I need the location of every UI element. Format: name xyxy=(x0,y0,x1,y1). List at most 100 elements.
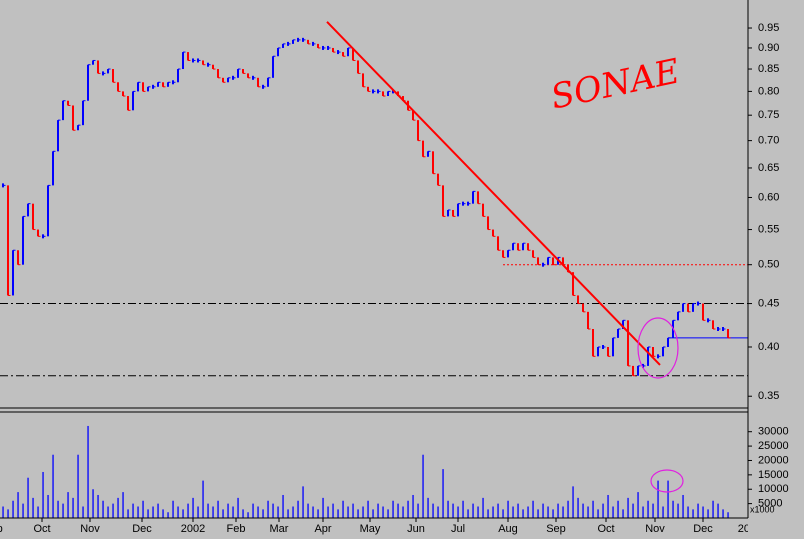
volume-bar xyxy=(72,497,74,518)
volume-bar xyxy=(477,506,479,518)
volume-bar xyxy=(142,500,144,518)
volume-bar xyxy=(182,509,184,518)
volume-bar xyxy=(47,494,49,518)
volume-bar xyxy=(302,486,304,518)
volume-bar xyxy=(192,497,194,518)
volume-bar xyxy=(712,500,714,518)
volume-bar xyxy=(92,489,94,518)
volume-bar xyxy=(602,503,604,518)
volume-bar xyxy=(137,506,139,518)
volume-bar xyxy=(197,506,199,518)
volume-bar xyxy=(252,503,254,518)
y-axis-unit: x1000 xyxy=(750,504,775,514)
volume-bar xyxy=(87,425,89,518)
volume-bar xyxy=(482,497,484,518)
volume-bar xyxy=(467,509,469,518)
volume-bar xyxy=(377,503,379,518)
volume-bar xyxy=(542,503,544,518)
volume-bar xyxy=(632,503,634,518)
volume-bar xyxy=(442,469,444,518)
x-tick-label: Sep xyxy=(0,523,3,535)
volume-bar xyxy=(97,494,99,518)
volume-bar xyxy=(432,503,434,518)
volume-bar xyxy=(77,454,79,518)
volume-bar xyxy=(697,503,699,518)
volume-bar xyxy=(382,506,384,518)
volume-bar xyxy=(152,506,154,518)
y-tick-label: 0.40 xyxy=(758,341,779,353)
volume-bar xyxy=(417,503,419,518)
volume-bar xyxy=(342,500,344,518)
volume-bar xyxy=(597,509,599,518)
volume-bar xyxy=(412,494,414,518)
volume-bar xyxy=(322,497,324,518)
volume-bar xyxy=(687,506,689,518)
x-tick-label: Nov xyxy=(80,523,100,535)
volume-bar xyxy=(457,506,459,518)
volume-bar xyxy=(547,506,549,518)
axes: 0.35 0.40 0.45 0.50 0.55 0.60 0.65 0.70 0.75 0.80… xyxy=(0,0,789,519)
x-tick-label: Jul xyxy=(451,523,465,535)
volume-bar xyxy=(12,500,14,518)
volume-bar xyxy=(157,503,159,518)
volume-bar xyxy=(217,500,219,518)
y-tick-label: 5000 xyxy=(758,498,782,510)
volume-bar xyxy=(452,503,454,518)
volume-bar xyxy=(702,506,704,518)
x-tick-label: Oct xyxy=(597,523,614,535)
volume-bar xyxy=(172,500,174,518)
volume-bar xyxy=(507,500,509,518)
volume-bar xyxy=(722,509,724,518)
volume-bar xyxy=(627,497,629,518)
volume-bar xyxy=(367,500,369,518)
volume-bar xyxy=(242,509,244,518)
y-tick-label: 0.90 xyxy=(758,42,779,54)
volume-bar xyxy=(502,509,504,518)
volume-bar xyxy=(387,509,389,518)
volume-bar xyxy=(532,500,534,518)
volume-bar xyxy=(207,503,209,518)
volume-bar xyxy=(52,454,54,518)
volume-bar xyxy=(527,506,529,518)
volume-bar xyxy=(312,506,314,518)
volume-bar xyxy=(552,509,554,518)
volume-bar xyxy=(332,503,334,518)
volume-bar xyxy=(117,497,119,518)
volume-bar xyxy=(727,512,729,518)
volume-bar xyxy=(587,506,589,518)
volume-bar xyxy=(32,497,34,518)
volume-bar xyxy=(57,500,59,518)
volume-bar xyxy=(307,503,309,518)
volume-bar xyxy=(272,503,274,518)
y-tick-label: 20000 xyxy=(758,454,789,466)
volume-bar xyxy=(512,506,514,518)
x-tick-label: Dec xyxy=(132,523,152,535)
y-tick-label: 0.35 xyxy=(758,390,779,402)
volume-bar xyxy=(22,503,24,518)
y-tick-label: 0.70 xyxy=(758,135,779,147)
x-tick-label: Feb xyxy=(227,523,246,535)
volume-bar xyxy=(357,509,359,518)
x-tick-label: Apr xyxy=(314,523,331,535)
volume-bar xyxy=(2,506,4,518)
volume-bar xyxy=(567,500,569,518)
volume-bar xyxy=(422,454,424,518)
volume-bar xyxy=(662,506,664,518)
volume-bar xyxy=(7,509,9,518)
x-tick-label: Mar xyxy=(270,523,289,535)
volume-bar xyxy=(537,509,539,518)
volume-bar xyxy=(572,486,574,518)
volume-bar xyxy=(717,503,719,518)
volume-bar xyxy=(352,503,354,518)
x-tick-label: Dec xyxy=(693,523,713,535)
volume-bar xyxy=(37,506,39,518)
volume-bar xyxy=(577,497,579,518)
volume-bar xyxy=(222,509,224,518)
volume-bar xyxy=(62,503,64,518)
volume-bar xyxy=(317,509,319,518)
y-tick-label: 0.75 xyxy=(758,109,779,121)
highlight-ellipse xyxy=(637,317,679,379)
volume-bar xyxy=(672,500,674,518)
